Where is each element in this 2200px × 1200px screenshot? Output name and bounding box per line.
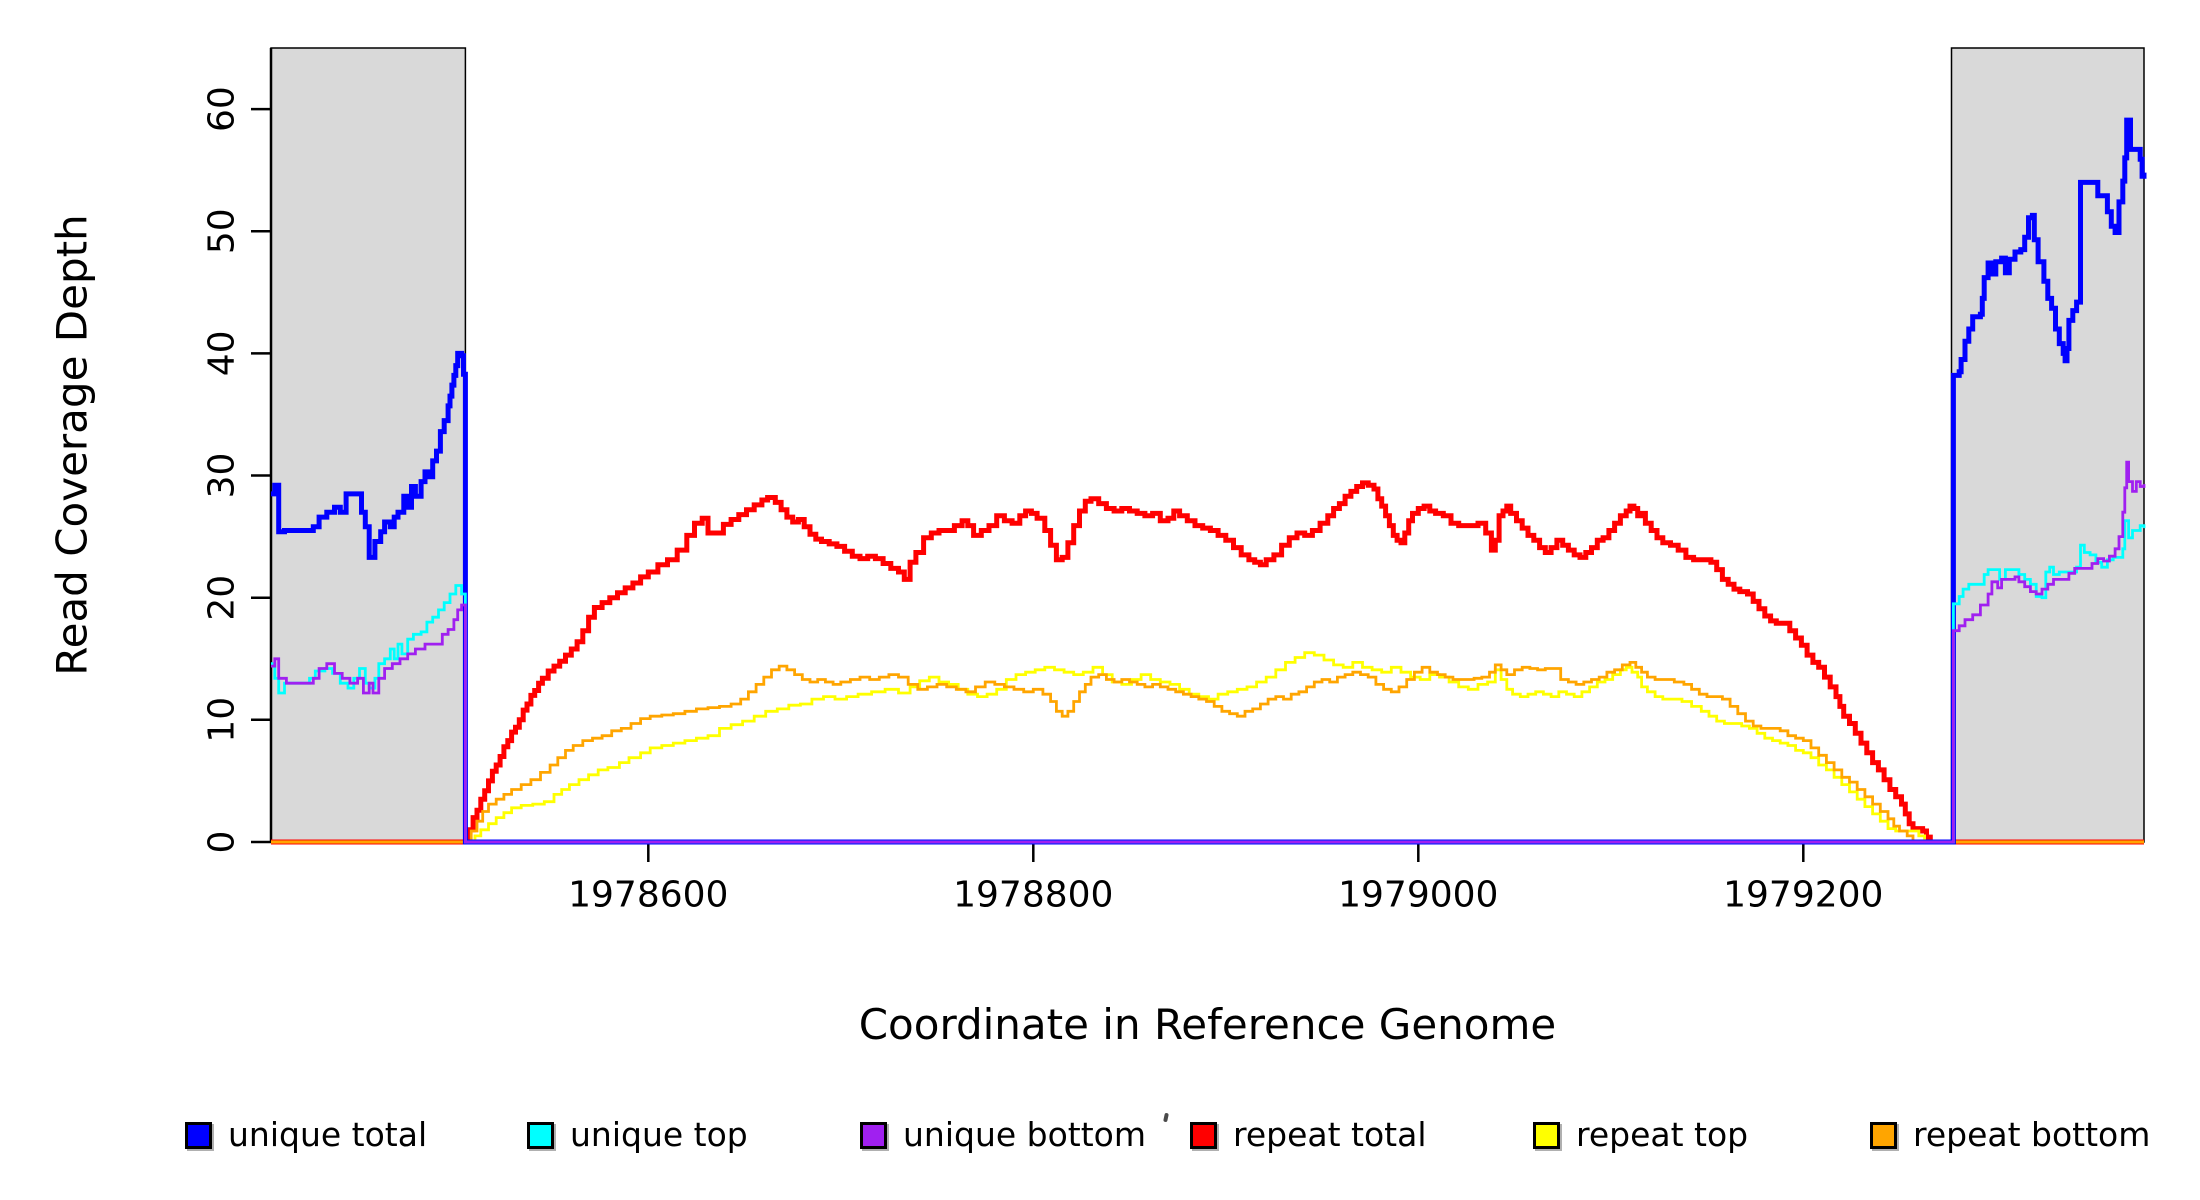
legend-swatch-unique-bottom: [860, 1121, 887, 1149]
series-unique-total: [271, 117, 2147, 845]
y-tick-label: 60: [202, 86, 243, 132]
x-axis-title: Coordinate in Reference Genome: [858, 1000, 1557, 1049]
legend-item-repeat-bottom: repeat bottom: [1870, 1117, 2150, 1153]
legend-swatch-repeat-total: [1190, 1121, 1217, 1149]
shaded-region-unique-region-left: [270, 47, 467, 843]
y-tick-label: 40: [202, 330, 243, 376]
y-tick-label: 30: [202, 453, 243, 499]
legend-label: unique total: [228, 1115, 428, 1154]
legend-item-unique-bottom: unique bottom: [860, 1117, 1146, 1153]
series-repeat-bottom: [271, 661, 2144, 844]
legend-label: repeat top: [1576, 1115, 1749, 1154]
x-tick-label: 1979000: [1338, 875, 1498, 916]
x-tick-label: 1979200: [1723, 875, 1883, 916]
x-tick-label: 1978600: [568, 875, 728, 916]
legend-label: unique bottom: [903, 1115, 1147, 1154]
series-unique-top: [271, 519, 2146, 844]
legend-item-repeat-top: repeat top: [1533, 1117, 1748, 1153]
legend-swatch-repeat-bottom: [1870, 1121, 1897, 1149]
legend-item-repeat-total: repeat total: [1190, 1117, 1427, 1153]
y-tick-label: 10: [202, 697, 243, 743]
series-unique-bottom: [271, 460, 2146, 844]
legend-swatch-unique-total: [185, 1121, 212, 1149]
y-tick-label: 20: [202, 575, 243, 621]
legend-label: repeat total: [1233, 1115, 1427, 1154]
legend-label: repeat bottom: [1913, 1115, 2151, 1154]
y-tick-label: 50: [202, 208, 243, 254]
series-repeat-total: [271, 480, 2144, 845]
shaded-region-unique-region-right: [1950, 47, 2145, 843]
legend-swatch-repeat-top: [1533, 1121, 1560, 1149]
x-tick-label: 1978800: [953, 875, 1113, 916]
series-repeat-top: [271, 651, 2144, 844]
y-tick-label: 0: [202, 831, 243, 854]
legend-swatch-unique-top: [527, 1121, 554, 1149]
legend-label: unique top: [570, 1115, 748, 1154]
legend-item-unique-total: unique total: [185, 1117, 427, 1153]
legend-item-unique-top: unique top: [527, 1117, 748, 1153]
y-axis-title: Read Coverage Depth: [47, 214, 97, 676]
